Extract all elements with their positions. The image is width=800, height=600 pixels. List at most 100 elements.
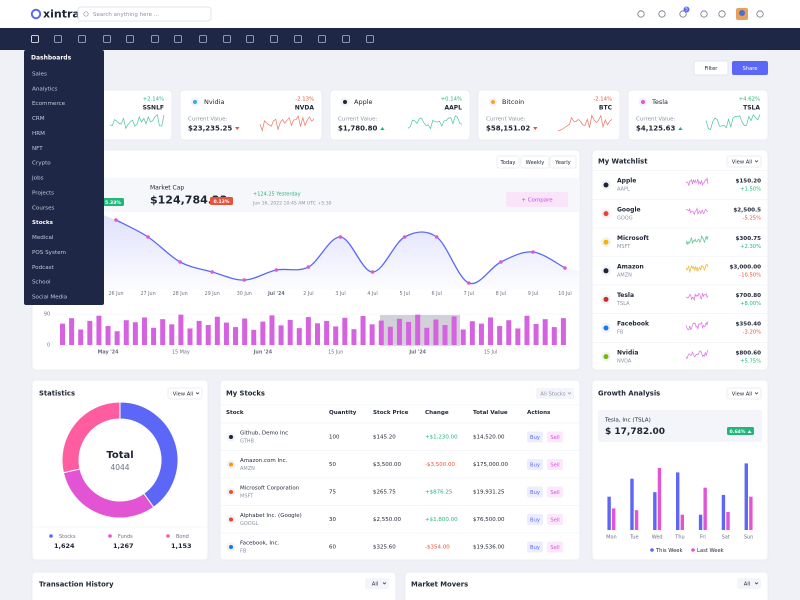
button[interactable] — [527, 431, 543, 443]
button[interactable] — [527, 486, 543, 498]
button[interactable] — [365, 578, 389, 589]
button-label[interactable]: View All — [732, 159, 752, 165]
button[interactable] — [520, 155, 550, 169]
button-label[interactable]: Sell — [550, 545, 559, 551]
compare-label[interactable]: + Compare — [521, 197, 553, 203]
button[interactable] — [547, 431, 563, 443]
header-icon[interactable] — [637, 10, 645, 18]
nav-icon[interactable] — [103, 35, 111, 43]
button-label[interactable]: All — [372, 581, 378, 587]
bar — [387, 326, 393, 345]
x-tick-label: 29 Jun — [205, 291, 220, 297]
button[interactable] — [547, 514, 563, 525]
menu-item[interactable]: School — [32, 280, 51, 286]
button[interactable] — [547, 486, 563, 498]
bar — [324, 320, 330, 345]
nav-icon[interactable] — [270, 35, 278, 43]
nav-icon[interactable] — [78, 35, 86, 43]
nav-icon[interactable] — [174, 35, 182, 43]
button-label[interactable]: Buy — [530, 545, 540, 551]
nav-icon[interactable] — [223, 35, 231, 43]
nav-icon[interactable] — [294, 35, 302, 43]
x-tick-label: 2 Jul — [303, 291, 313, 297]
nav-icon[interactable] — [199, 35, 207, 43]
header-icon[interactable] — [718, 10, 726, 18]
search-box[interactable] — [77, 6, 212, 22]
menu-item[interactable]: Ecommerce — [32, 101, 66, 107]
button-label[interactable]: Sell — [550, 517, 559, 523]
menu-item[interactable]: Courses — [32, 205, 55, 211]
button[interactable] — [737, 578, 761, 589]
nav-icon[interactable] — [54, 35, 62, 43]
button-label[interactable]: Buy — [530, 462, 540, 468]
button-label[interactable]: Weekly — [526, 160, 545, 166]
button-label[interactable]: Filter — [705, 66, 719, 72]
avatar-face — [739, 10, 745, 16]
logo: xintra — [43, 8, 80, 21]
menu-item[interactable]: HRM — [32, 131, 45, 137]
button-label[interactable]: Sell — [550, 490, 559, 496]
button[interactable] — [726, 155, 762, 168]
nav-icon[interactable] — [151, 35, 159, 43]
button-label[interactable]: Sell — [550, 435, 559, 441]
menu-item[interactable]: Crypto — [32, 161, 51, 167]
button[interactable] — [496, 155, 520, 169]
menu-item[interactable]: CRM — [32, 116, 45, 122]
nav-icon[interactable] — [126, 35, 134, 43]
button-label[interactable]: All Stocks — [540, 391, 565, 397]
menu-item[interactable]: Social Media — [32, 295, 67, 301]
stock-change: +$876.25 — [425, 490, 453, 496]
stock-symbol: TSLA — [616, 301, 630, 307]
button-label[interactable]: Share — [743, 66, 758, 72]
bar — [351, 329, 357, 345]
header-icon[interactable] — [658, 10, 666, 18]
total-value: $19,931.25 — [473, 490, 505, 496]
menu-item[interactable]: Analytics — [32, 86, 57, 92]
menu-item[interactable]: Jobs — [31, 176, 44, 182]
button-label[interactable]: Buy — [530, 490, 540, 496]
header-icon[interactable] — [679, 10, 687, 18]
button-label[interactable]: Buy — [530, 435, 540, 441]
button-label[interactable]: Today — [499, 160, 515, 166]
button[interactable] — [726, 387, 762, 400]
change: 0.64% — [730, 429, 746, 435]
nav-icon[interactable] — [31, 35, 39, 43]
button[interactable] — [547, 541, 563, 553]
button-label[interactable]: Buy — [530, 517, 540, 523]
nav-icon[interactable] — [366, 35, 374, 43]
menu-item[interactable]: Stocks — [32, 220, 54, 226]
sparkline — [685, 207, 709, 216]
menu-item[interactable]: NFT — [32, 146, 43, 152]
button[interactable] — [527, 541, 543, 553]
button-label[interactable]: All — [744, 581, 750, 587]
column-header: Stock Price — [373, 410, 409, 416]
button[interactable] — [527, 514, 543, 525]
button-label[interactable]: Yearly — [554, 160, 571, 166]
menu-item[interactable]: Sales — [32, 72, 47, 78]
header-icon[interactable] — [700, 10, 708, 18]
menu-item[interactable]: POS System — [32, 250, 66, 256]
button-label[interactable]: Sell — [550, 462, 559, 468]
bar — [433, 319, 439, 345]
nav-icon[interactable] — [246, 35, 254, 43]
bar — [634, 510, 639, 530]
button[interactable] — [547, 459, 563, 470]
stock-symbol: MSFT — [240, 494, 254, 500]
compare-button[interactable] — [506, 192, 568, 207]
menu-item[interactable]: Podcast — [32, 265, 55, 271]
button[interactable] — [732, 61, 768, 75]
button[interactable] — [693, 60, 729, 76]
header-icon[interactable] — [756, 10, 764, 18]
button[interactable] — [536, 388, 574, 399]
button[interactable] — [527, 459, 543, 470]
menu-item[interactable]: Projects — [32, 190, 54, 196]
nav-icon[interactable] — [342, 35, 350, 43]
nav-icon[interactable] — [318, 35, 326, 43]
chevron-icon — [195, 392, 200, 395]
button[interactable] — [549, 155, 577, 169]
button[interactable] — [167, 387, 203, 400]
button-label[interactable]: View All — [732, 391, 752, 397]
bar — [214, 316, 220, 345]
button-label[interactable]: View All — [173, 391, 193, 397]
menu-item[interactable]: Medical — [32, 235, 54, 241]
